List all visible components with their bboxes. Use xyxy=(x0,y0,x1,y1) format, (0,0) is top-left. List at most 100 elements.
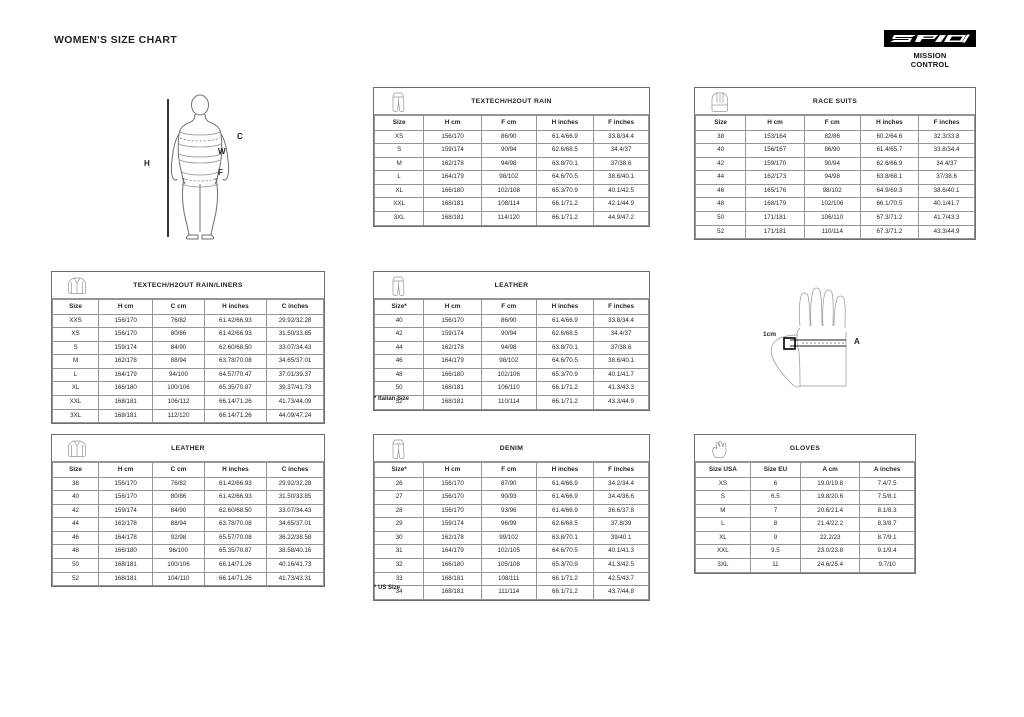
cell: 166/180 xyxy=(423,367,482,383)
cell: 7 xyxy=(749,503,802,519)
jacket-icon xyxy=(66,275,88,297)
table-textech-h2out-rain-liners: TEXTECH/H2OUT RAIN/LINERS Size H cm C cm… xyxy=(51,271,325,425)
col-header: C cm xyxy=(152,462,205,478)
cell: 102/106 xyxy=(803,197,861,213)
cell-size: XL xyxy=(695,530,751,546)
glove-icon xyxy=(709,438,731,460)
cell: 6.5 xyxy=(749,490,802,505)
cell: 41.3/43.3 xyxy=(593,381,649,397)
cell-size: XL xyxy=(51,381,100,397)
cell: 166/180 xyxy=(423,183,482,199)
cell: 80/86 xyxy=(152,490,205,505)
cell: 31.50/33.85 xyxy=(266,490,324,505)
table-row: 40 156/170 86/90 61.4/66.9 33.8/34.4 xyxy=(373,313,649,329)
cell: 106/112 xyxy=(152,395,205,410)
cell: 99/102 xyxy=(480,530,537,546)
cell-size: XXL xyxy=(695,544,751,560)
cell: 34.2/34.4 xyxy=(593,476,649,492)
cell: 156/170 xyxy=(423,129,482,145)
cell: 21.4/22.2 xyxy=(800,517,861,532)
cell: 62.6/68.5 xyxy=(535,143,595,158)
cell: 98/102 xyxy=(480,170,537,185)
cell: 159/174 xyxy=(98,340,154,356)
cell: 61.4/66.9 xyxy=(535,129,595,145)
table-row: 3XL 168/181 112/120 66.14/71.26 44.09/47.24 xyxy=(51,408,324,424)
table-race-suits: RACE SUITS Size H cm F cm H inches F inc… xyxy=(694,87,976,241)
table-row: 46 165/176 98/102 64.9/69.3 38.6/40.1 xyxy=(694,183,975,199)
cell: 159/174 xyxy=(423,517,482,532)
table-row: 38 153/164 82/86 60.2/64.6 32.3/33.8 xyxy=(694,129,975,145)
cell: 82/86 xyxy=(803,129,861,145)
cell: 41.73/43.31 xyxy=(266,571,324,587)
table-row: 48 166/180 96/100 65.35/70.87 38.58/40.16 xyxy=(51,544,324,560)
table-title: RACE SUITS xyxy=(812,97,858,105)
col-header: C cm xyxy=(152,299,205,315)
table-head-row: Size H cm F cm H inches F inches xyxy=(694,115,975,131)
cell: 6 xyxy=(749,476,802,492)
cell: 34.65/37.01 xyxy=(266,354,324,369)
cell: 65.3/70.9 xyxy=(535,367,595,383)
cell: 9 xyxy=(749,530,802,546)
cell: 64.57/70.47 xyxy=(203,367,268,383)
cell: 8.1/8.3 xyxy=(859,503,915,519)
cell: 102/106 xyxy=(480,367,537,383)
cell: 40.16/41.73 xyxy=(266,558,324,573)
cell: 90/93 xyxy=(480,490,537,505)
col-header: Size xyxy=(51,462,100,478)
table-row: 33 168/181 108/111 66.1/71.2 42.5/43.7 xyxy=(373,571,649,587)
cell-size: 42 xyxy=(694,156,747,172)
cell: 93/96 xyxy=(480,503,537,519)
col-header: F inches xyxy=(593,115,649,131)
cell: 66.1/71.2 xyxy=(535,395,595,410)
table-row: M 162/178 94/98 63.8/70.1 37/38.6 xyxy=(373,156,649,172)
cell: 166/180 xyxy=(423,558,482,573)
cell: 111/114 xyxy=(480,585,537,600)
cell: 40.1/42.5 xyxy=(593,183,649,199)
cell: 166/180 xyxy=(98,381,154,397)
cell: 64.6/70.5 xyxy=(535,354,595,369)
cell-size: 48 xyxy=(694,197,747,213)
cell: 66.14/71.26 xyxy=(203,408,268,424)
table-row: 44 162/178 88/94 63.78/70.08 34.65/37.01 xyxy=(51,517,324,532)
cell: 156/170 xyxy=(98,327,154,342)
cell: 76/82 xyxy=(152,313,205,329)
cell: 64.9/69.3 xyxy=(859,183,920,199)
cell: 98/102 xyxy=(480,354,537,369)
table-row: 50 168/181 106/110 66.1/71.2 41.3/43.3 xyxy=(373,381,649,397)
cell-size: 34 xyxy=(373,585,425,600)
cell: 9.7/10 xyxy=(859,558,915,573)
cell: 66.1/71.2 xyxy=(535,585,595,600)
cell: 86/90 xyxy=(480,129,537,145)
cell: 63.78/70.08 xyxy=(203,354,268,369)
table-row: XXL 168/181 108/114 66.1/71.2 42.1/44.9 xyxy=(373,197,649,213)
cell: 94/100 xyxy=(152,367,205,383)
cell: 65.3/70.9 xyxy=(535,183,595,199)
cell: 162/178 xyxy=(98,517,154,532)
cell: 19.0/19.8 xyxy=(800,476,861,492)
cell-size: 50 xyxy=(51,558,100,573)
cell: 34.4/37 xyxy=(593,327,649,342)
col-header: F inches xyxy=(593,462,649,478)
col-header: Size* xyxy=(373,299,425,315)
cell: 61.4/66.9 xyxy=(535,503,595,519)
table-note-us-size: * US Size xyxy=(374,585,401,591)
cell: 66.14/71.26 xyxy=(203,395,268,410)
cell: 37/38.6 xyxy=(593,340,649,356)
cell: 100/106 xyxy=(152,381,205,397)
cell: 8.3/8.7 xyxy=(859,517,915,532)
cell: 62.60/68.50 xyxy=(203,340,268,356)
cell-size: XXL xyxy=(373,197,425,213)
table-head-row: Size* H cm F cm H inches F inches xyxy=(373,462,649,478)
col-header: A inches xyxy=(859,462,915,478)
col-header: H cm xyxy=(98,299,154,315)
cell: 63.8/70.1 xyxy=(535,156,595,172)
cell: 20.6/21.4 xyxy=(800,503,861,519)
brand-logo: MISSION CONTROL xyxy=(884,30,976,69)
col-header: Size USA xyxy=(695,462,751,478)
cell: 159/174 xyxy=(423,327,482,342)
cell: 62.6/68.5 xyxy=(535,517,595,532)
table-row: 27 156/170 90/93 61.4/66.9 34.4/36.6 xyxy=(373,490,649,505)
body-label-hips: F xyxy=(218,168,223,177)
cell-size: 38 xyxy=(694,129,747,145)
cell-size: 50 xyxy=(373,381,425,397)
